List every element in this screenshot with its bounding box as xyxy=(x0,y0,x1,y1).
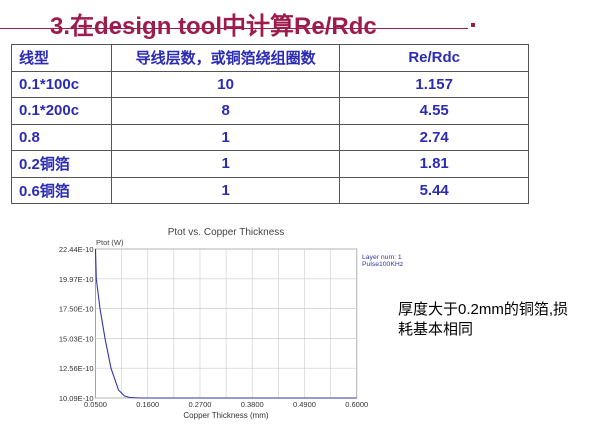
svg-text:Ptot vs. Copper Thickness: Ptot vs. Copper Thickness xyxy=(168,227,285,238)
svg-text:Ptot (W): Ptot (W) xyxy=(96,238,124,247)
svg-text:0.6000: 0.6000 xyxy=(345,400,368,409)
svg-text:0.1600: 0.1600 xyxy=(136,400,159,409)
svg-text:0.4900: 0.4900 xyxy=(293,400,316,409)
svg-text:22.44E-10: 22.44E-10 xyxy=(59,245,94,254)
svg-text:0.2700: 0.2700 xyxy=(189,400,212,409)
svg-text:Layer num: 1: Layer num: 1 xyxy=(362,254,402,261)
svg-text:17.50E-10: 17.50E-10 xyxy=(59,305,94,314)
svg-text:0.3800: 0.3800 xyxy=(241,400,264,409)
svg-text:15.03E-10: 15.03E-10 xyxy=(59,334,94,343)
svg-text:12.56E-10: 12.56E-10 xyxy=(59,364,94,373)
svg-text:Pulse100KHz: Pulse100KHz xyxy=(362,261,404,268)
svg-text:0.0500: 0.0500 xyxy=(84,400,107,409)
svg-text:Copper Thickness (mm): Copper Thickness (mm) xyxy=(183,411,269,420)
svg-text:19.97E-10: 19.97E-10 xyxy=(59,275,94,284)
